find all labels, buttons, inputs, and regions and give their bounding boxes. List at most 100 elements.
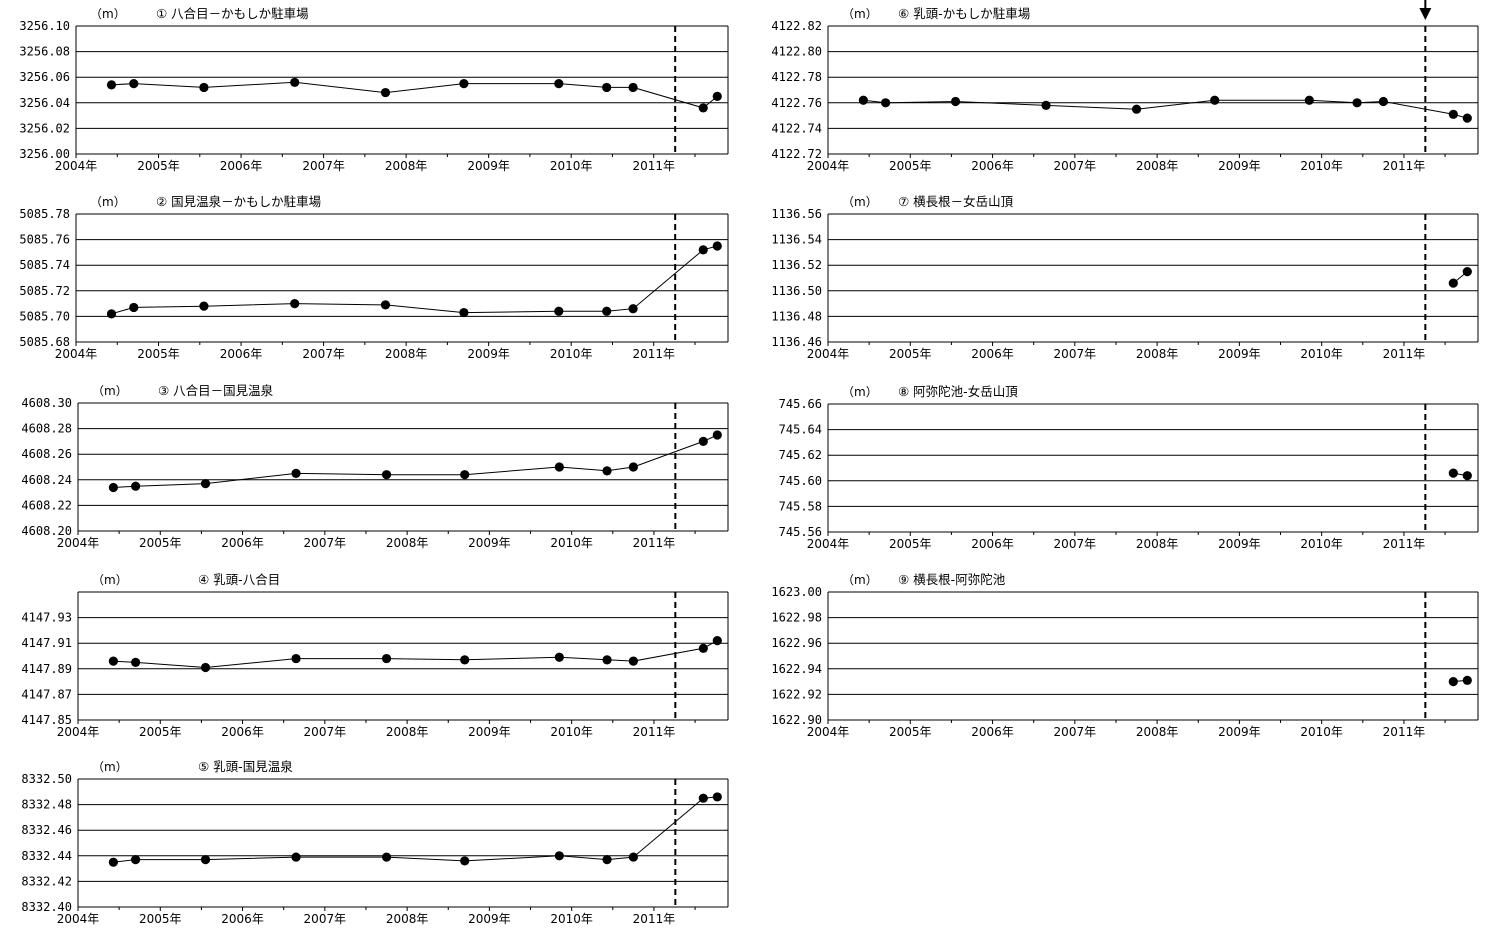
- data-point: [628, 83, 637, 92]
- data-point: [881, 98, 890, 107]
- series-line: [113, 797, 717, 862]
- data-point: [460, 470, 469, 479]
- y-tick-label: 1136.52: [771, 258, 822, 272]
- x-tick-label: 2005年: [889, 725, 932, 739]
- y-tick-label: 3256.10: [19, 19, 70, 33]
- x-tick-label: 2007年: [302, 347, 345, 361]
- y-tick-label: 3256.06: [19, 70, 70, 84]
- data-point: [1463, 267, 1472, 276]
- data-point: [290, 299, 299, 308]
- data-point: [629, 852, 638, 861]
- y-tick-label: 1136.56: [771, 207, 822, 221]
- x-tick-label: 2006年: [220, 347, 263, 361]
- chart-panel-2: （m） ② 国見温泉－かもしか駐車場 5085.78 5085.76 5085.74 50…: [19, 194, 728, 361]
- chart-title: ① 八合目－かもしか駐車場: [156, 6, 309, 21]
- x-tick-label: 2004年: [807, 537, 850, 551]
- data-point: [107, 80, 116, 89]
- y-tick-label: 4608.26: [21, 447, 72, 461]
- data-point: [382, 654, 391, 663]
- y-tick-label: 5085.70: [19, 309, 70, 323]
- x-tick-label: 2009年: [1218, 347, 1261, 361]
- y-tick-label: 745.58: [779, 499, 822, 513]
- chart-title: ③ 八合目－国見温泉: [158, 383, 274, 398]
- data-point: [1463, 471, 1472, 480]
- data-point: [131, 658, 140, 667]
- data-point: [629, 657, 638, 666]
- y-tick-label: 1622.94: [771, 662, 822, 676]
- data-point: [859, 96, 868, 105]
- chart-panel-1: （m） ① 八合目－かもしか駐車場 3256.10 3256.08 3256.06 325…: [19, 6, 728, 173]
- data-point: [554, 307, 563, 316]
- y-tick-label: 1136.50: [771, 284, 822, 298]
- y-tick-label: 3256.04: [19, 96, 70, 110]
- y-tick-label: 1622.92: [771, 687, 822, 701]
- x-tick-label: 2011年: [632, 159, 675, 173]
- data-point: [291, 852, 300, 861]
- x-tick-label: 2009年: [468, 725, 511, 739]
- x-tick-label: 2005年: [137, 347, 180, 361]
- data-point: [201, 855, 210, 864]
- x-tick-label: 2010年: [1300, 725, 1343, 739]
- y-tick-label: 4122.74: [771, 121, 822, 135]
- x-tick-label: 2006年: [971, 159, 1014, 173]
- data-point: [951, 97, 960, 106]
- unit-label: （m）: [92, 760, 128, 774]
- x-tick-label: 2009年: [468, 912, 511, 926]
- data-point: [1352, 98, 1361, 107]
- x-tick-label: 2004年: [55, 347, 98, 361]
- x-tick-label: 2005年: [889, 347, 932, 361]
- data-point: [713, 636, 722, 645]
- x-tick-label: 2011年: [633, 725, 676, 739]
- y-tick-label: 745.64: [779, 423, 822, 437]
- x-tick-label: 2008年: [386, 912, 429, 926]
- data-point: [699, 245, 708, 254]
- x-tick-label: 2011年: [1383, 347, 1426, 361]
- data-point: [713, 430, 722, 439]
- x-tick-label: 2007年: [1054, 159, 1097, 173]
- chart-panel-6: （m） ⑥ 乳頭-かもしか駐車場4122.824122.804122.784122…: [771, 0, 1478, 173]
- x-tick-label: 2010年: [550, 159, 593, 173]
- data-point: [131, 482, 140, 491]
- data-point: [555, 653, 564, 662]
- x-tick-label: 2010年: [550, 912, 593, 926]
- data-point: [699, 103, 708, 112]
- y-tick-label: 745.60: [779, 474, 822, 488]
- data-point: [201, 663, 210, 672]
- y-tick-label: 1136.54: [771, 233, 822, 247]
- x-tick-label: 2009年: [1218, 725, 1261, 739]
- data-point: [699, 794, 708, 803]
- data-point: [1210, 96, 1219, 105]
- data-point: [291, 654, 300, 663]
- x-tick-label: 2007年: [304, 536, 347, 550]
- event-arrow-head: [1419, 8, 1431, 20]
- x-tick-label: 2008年: [385, 347, 428, 361]
- y-tick-label: 5085.74: [19, 258, 70, 272]
- chart-panel-3: （m） ③ 八合目－国見温泉4608.304608.284608.264608.2…: [21, 383, 728, 550]
- data-point: [109, 858, 118, 867]
- x-tick-label: 2006年: [221, 536, 264, 550]
- y-tick-label: 5085.76: [19, 233, 70, 247]
- x-tick-label: 2006年: [971, 725, 1014, 739]
- x-tick-label: 2004年: [807, 159, 850, 173]
- y-tick-label: 4147.89: [21, 662, 72, 676]
- x-tick-label: 2009年: [468, 536, 511, 550]
- x-tick-label: 2004年: [807, 347, 850, 361]
- unit-label: （m）: [92, 573, 128, 587]
- unit-label: （m）: [90, 195, 126, 209]
- chart-panel-8: （m） ⑧ 阿弥陀池-女岳山頂745.66745.64745.62745.6074…: [779, 384, 1478, 551]
- data-point: [1463, 114, 1472, 123]
- x-tick-label: 2010年: [1300, 159, 1343, 173]
- data-point: [109, 483, 118, 492]
- data-point: [131, 855, 140, 864]
- data-point: [602, 83, 611, 92]
- x-tick-label: 2008年: [385, 159, 428, 173]
- data-point: [1041, 101, 1050, 110]
- x-tick-label: 2004年: [57, 725, 100, 739]
- x-tick-label: 2009年: [1218, 537, 1261, 551]
- y-tick-label: 4608.30: [21, 396, 72, 410]
- chart-panel-9: （m） ⑨ 横長根-阿弥陀池 1623.00 1622.98 1622.96 1622.9…: [771, 572, 1478, 739]
- data-point: [1463, 676, 1472, 685]
- x-tick-label: 2005年: [889, 159, 932, 173]
- x-tick-label: 2005年: [139, 725, 182, 739]
